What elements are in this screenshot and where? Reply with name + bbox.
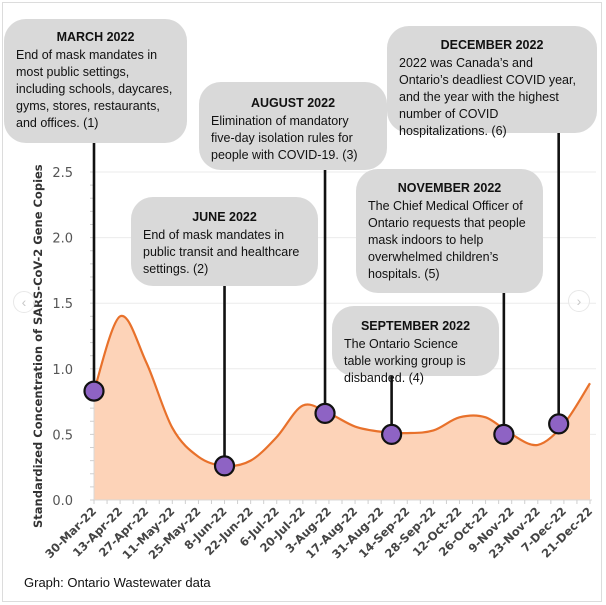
event-marker-september xyxy=(381,423,403,445)
y-tick-label: 0.5 xyxy=(52,428,73,443)
callout-december: DECEMBER 2022 2022 was Canada’s and Onta… xyxy=(387,26,597,138)
y-axis-title: Standardized Concentration of SARS-CoV-2… xyxy=(31,164,45,528)
callout-title: NOVEMBER 2022 xyxy=(397,181,502,195)
callout-text: The Chief Medical Officer of Ontario req… xyxy=(368,199,526,281)
chevron-right-icon[interactable]: › xyxy=(568,290,590,312)
callout-text: The Ontario Science table working group … xyxy=(344,337,466,385)
x-axis: 30-Mar-2213-Apr-2227-Apr-2211-May-2225-M… xyxy=(42,499,595,562)
chevron-left-icon[interactable]: ‹ xyxy=(13,291,35,313)
event-markers xyxy=(83,380,570,477)
area-fill xyxy=(94,315,590,500)
y-tick-label: 1.0 xyxy=(52,363,73,378)
event-marker-december xyxy=(548,413,570,435)
callout-title: DECEMBER 2022 xyxy=(440,38,544,52)
y-tick-label: 2.5 xyxy=(52,166,73,181)
callout-march: MARCH 2022 End of mask mandates in most … xyxy=(4,19,187,143)
callout-text: End of mask mandates in public transit a… xyxy=(143,228,300,276)
y-tick-label: 0.0 xyxy=(52,494,73,509)
y-tick-label: 1.5 xyxy=(52,297,73,312)
event-marker-june xyxy=(213,455,236,477)
callout-text: Elimination of mandatory five-day isolat… xyxy=(211,114,358,162)
callout-august: AUGUST 2022 Elimination of mandatory fiv… xyxy=(199,82,387,170)
y-axis: 0.0 0.5 1.0 1.5 2.0 2.5 xyxy=(52,166,95,509)
graph-caption: Graph: Ontario Wastewater data xyxy=(24,575,211,590)
callout-june: JUNE 2022 End of mask mandates in public… xyxy=(131,197,318,286)
callout-title: SEPTEMBER 2022 xyxy=(360,319,471,333)
event-marker-march xyxy=(83,380,105,402)
callout-text: End of mask mandates in most public sett… xyxy=(16,48,173,130)
callout-september: SEPTEMBER 2022 The Ontario Science table… xyxy=(332,306,499,385)
callout-november: NOVEMBER 2022 The Chief Medical Officer … xyxy=(356,169,543,293)
y-tick-label: 2.0 xyxy=(52,232,73,247)
callout-text: 2022 was Canada’s and Ontario’s deadlies… xyxy=(399,56,576,138)
callout-title: JUNE 2022 xyxy=(192,210,257,224)
callout-title: MARCH 2022 xyxy=(56,30,135,44)
event-marker-november xyxy=(493,423,515,445)
event-marker-august xyxy=(314,402,336,425)
callout-title: AUGUST 2022 xyxy=(250,96,336,110)
